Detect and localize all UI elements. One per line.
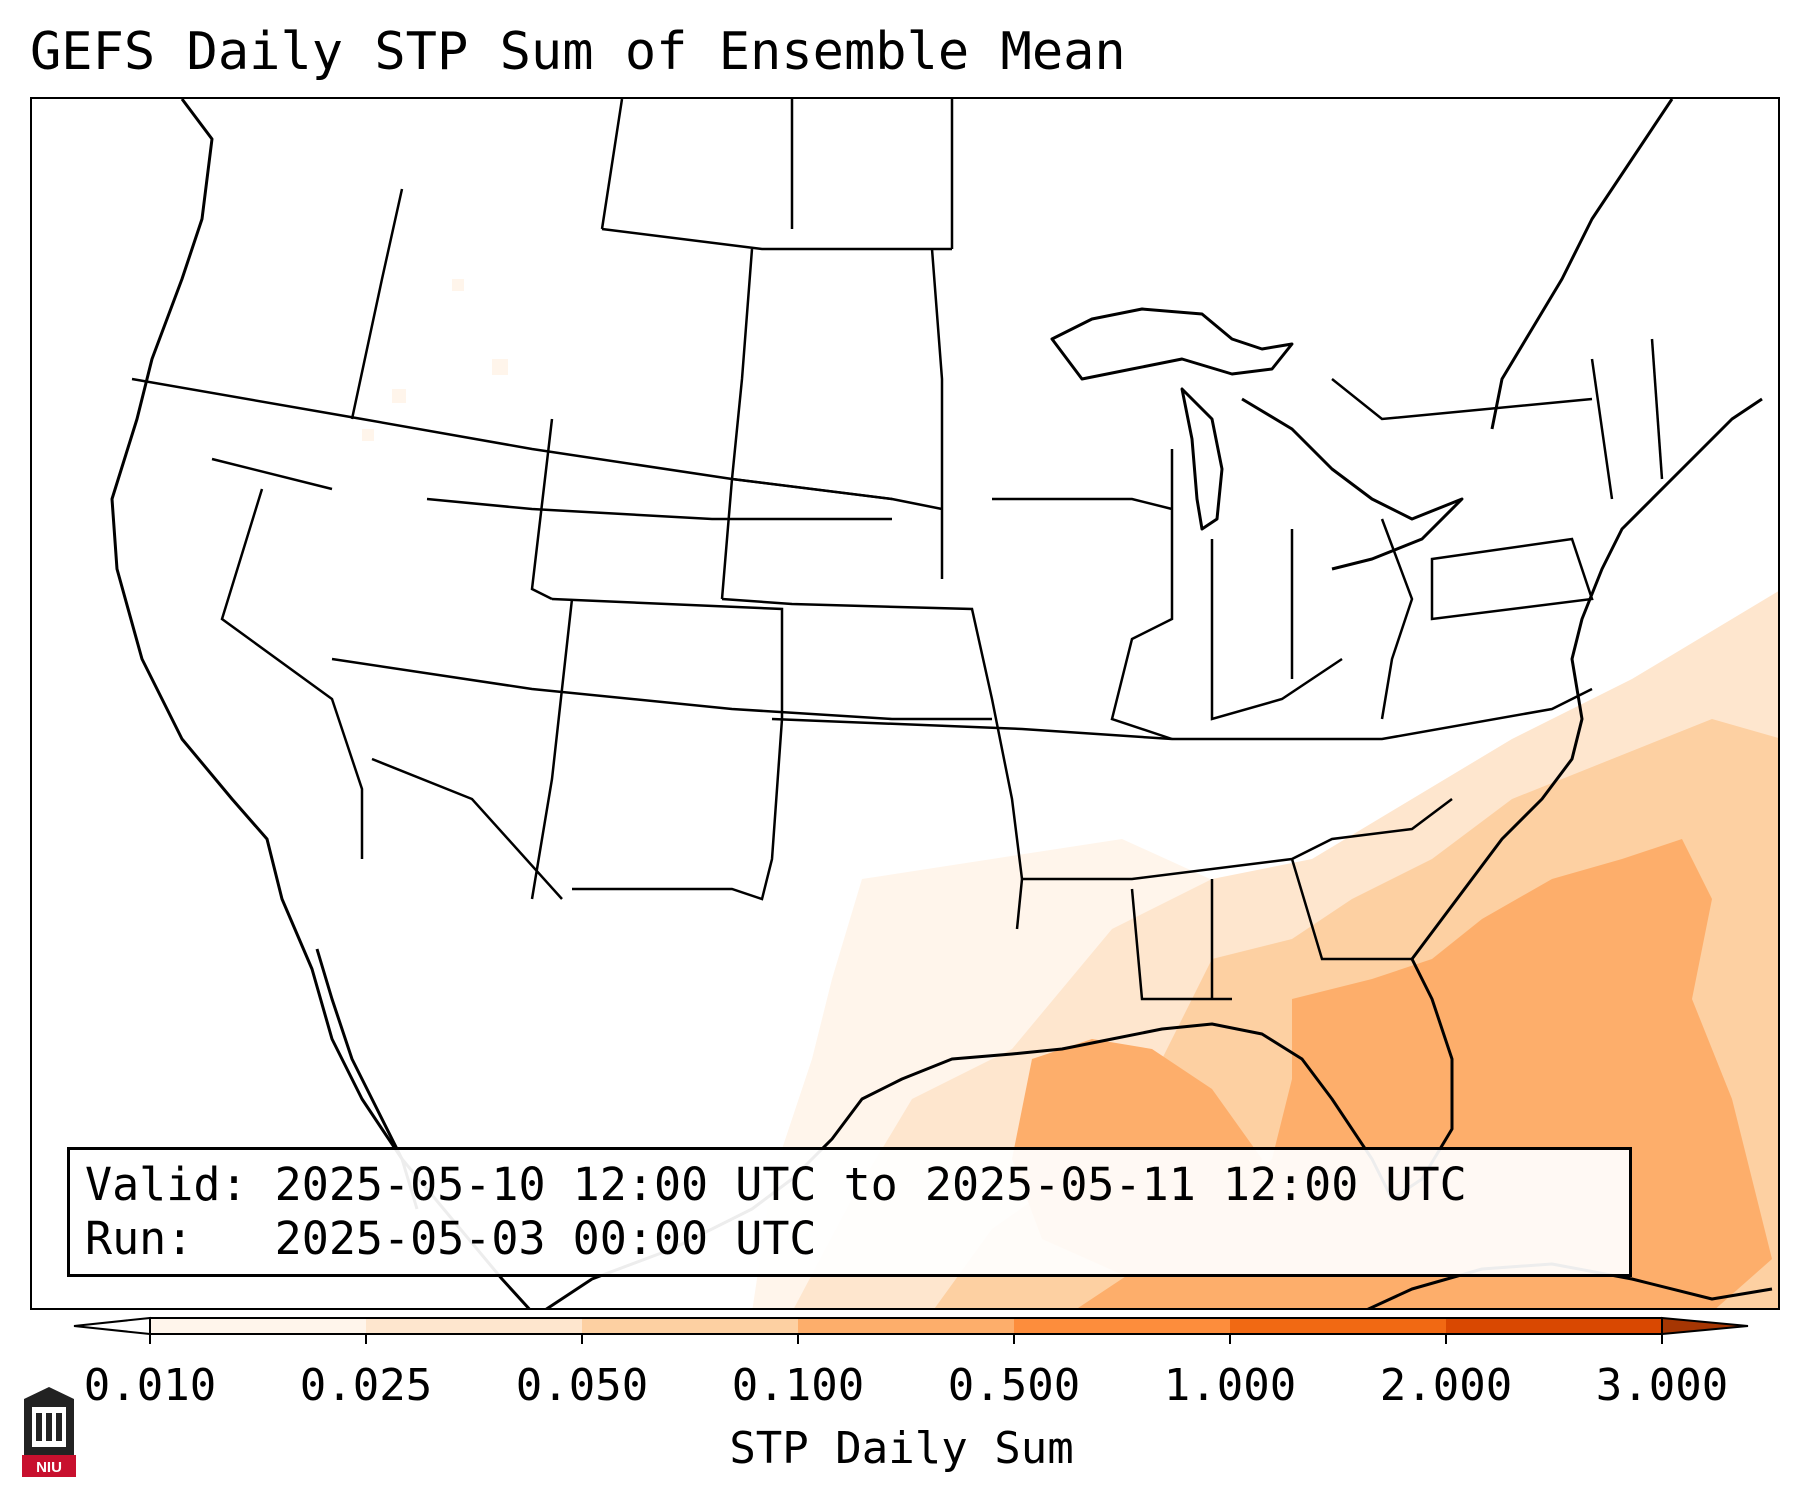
colorbar-tick-label: 0.010 — [83, 1360, 217, 1411]
colorbar-tick-label: 0.050 — [515, 1360, 649, 1411]
stp-field-speck — [392, 389, 406, 403]
colorbar-frame — [149, 1317, 1663, 1335]
colorbar — [73, 1316, 1749, 1344]
stp-field-speck — [492, 359, 508, 375]
us-west-coast — [110, 99, 531, 1308]
map-title: GEFS Daily STP Sum of Ensemble Mean — [30, 22, 1126, 82]
great-lakes-superior — [1050, 307, 1294, 381]
colorbar-tick-label: 3.000 — [1595, 1360, 1729, 1411]
run-row: Run: 2025-05-03 00:00 UTC — [85, 1212, 1614, 1266]
university-logo-icon: NIU — [22, 1387, 76, 1477]
colorbar-tick-label: 0.025 — [299, 1360, 433, 1411]
logo-text: NIU — [36, 1459, 62, 1476]
great-lakes-huron-erie — [1241, 397, 1464, 571]
map-panel — [30, 97, 1780, 1310]
state-borders — [131, 99, 1664, 1001]
run-value: 2025-05-03 00:00 UTC — [274, 1212, 817, 1265]
canada-coast — [1490, 99, 1674, 430]
validity-info-box: Valid: 2025-05-10 12:00 UTC to 2025-05-1… — [67, 1147, 1632, 1277]
colorbar-segment — [366, 1318, 583, 1334]
colorbar-label: STP Daily Sum — [729, 1423, 1074, 1474]
colorbar-tick-label: 1.000 — [1163, 1360, 1297, 1411]
colorbar-segment — [582, 1318, 799, 1334]
valid-value: 2025-05-10 12:00 UTC to 2025-05-11 12:00… — [274, 1158, 1467, 1211]
colorbar-segment — [1230, 1318, 1447, 1334]
us-east-coast — [1410, 397, 1763, 960]
valid-row: Valid: 2025-05-10 12:00 UTC to 2025-05-1… — [85, 1158, 1614, 1212]
colorbar-segment — [150, 1318, 367, 1334]
conus-map — [110, 99, 1778, 1308]
stp-field-speck — [452, 279, 464, 291]
run-label: Run: — [85, 1212, 194, 1265]
colorbar-tick-label: 0.500 — [947, 1360, 1081, 1411]
stp-field-speck — [362, 429, 374, 441]
colorbar-segment — [1446, 1318, 1663, 1334]
colorbar-segment — [1014, 1318, 1231, 1334]
colorbar-extend-low — [73, 1316, 151, 1336]
valid-label: Valid: — [85, 1158, 248, 1211]
great-lakes-michigan — [1180, 387, 1224, 531]
colorbar-tick-label: 0.100 — [731, 1360, 865, 1411]
colorbar-extend-high — [1661, 1316, 1749, 1336]
colorbar-segment — [798, 1318, 1015, 1334]
colorbar-tick-label: 2.000 — [1379, 1360, 1513, 1411]
